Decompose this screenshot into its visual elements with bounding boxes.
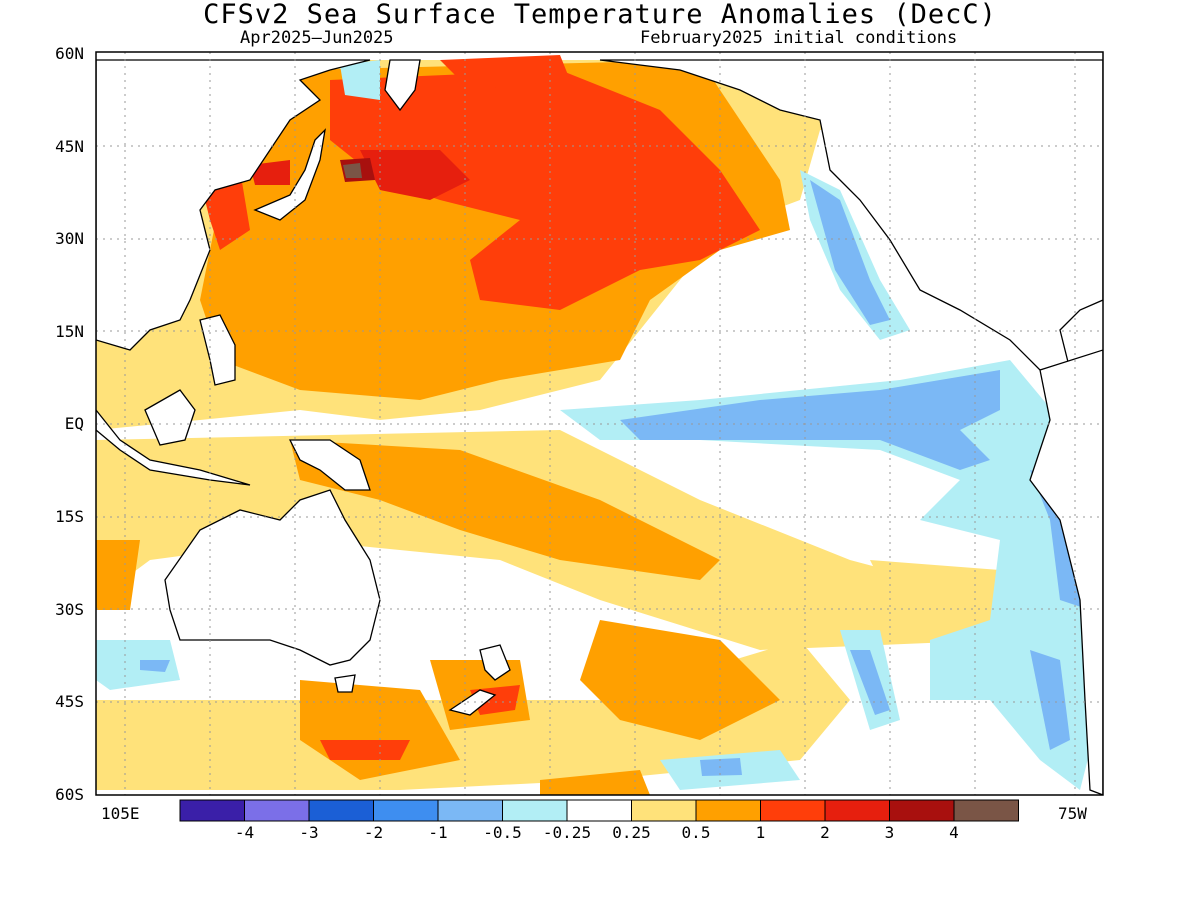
colorbar-swatch <box>631 799 697 822</box>
lat-label: 15N <box>55 322 84 341</box>
kamchatka <box>384 59 421 112</box>
colorbar-swatch <box>566 799 632 822</box>
south-america <box>1029 349 1103 795</box>
lat-label: 30N <box>55 229 84 248</box>
australia <box>164 489 381 666</box>
map-title: CFSv2 Sea Surface Temperature Anomalies … <box>203 0 997 30</box>
colorbar-tick-label: -3 <box>299 823 319 842</box>
colorbar <box>179 799 1019 822</box>
colorbar-tick-label: -0.25 <box>542 823 592 842</box>
colorbar-swatch <box>695 799 761 822</box>
colorbar-swatch <box>502 799 568 822</box>
colorbar-swatch <box>179 799 245 822</box>
lat-label: 60S <box>55 785 84 804</box>
sumatra-java <box>96 408 251 486</box>
colorbar-tick-label: 2 <box>820 823 830 842</box>
tasmania <box>334 674 356 693</box>
colorbar-swatch <box>824 799 890 822</box>
lon-label-right: 75W <box>1058 804 1087 823</box>
colorbar-tick-label: -2 <box>363 823 384 842</box>
lat-label: 45N <box>55 137 84 156</box>
lat-label: 60N <box>55 44 84 63</box>
map-frame <box>95 51 1104 796</box>
new-zealand-south <box>448 689 497 716</box>
colorbar-swatch <box>953 799 1019 822</box>
colorbar-tick-label: 0.25 <box>612 823 651 842</box>
colorbar-swatch <box>889 799 955 822</box>
forecast-period: Apr2025–Jun2025 <box>240 28 394 48</box>
colorbar-swatch <box>244 799 310 822</box>
gridlines <box>96 52 1103 795</box>
asia-mainland <box>96 59 371 351</box>
coastlines <box>96 59 1103 795</box>
colorbar-tick-label: 1 <box>755 823 766 842</box>
new-zealand-north <box>479 644 511 681</box>
colorbar-swatch <box>437 799 503 822</box>
lon-label-left: 105E <box>101 804 140 823</box>
colorbar-tick-label: 4 <box>949 823 959 842</box>
colorbar-tick-label: -4 <box>234 823 255 842</box>
colorbar-tick-label: -1 <box>428 823 448 842</box>
colorbar-tick-label: 0.5 <box>681 823 711 842</box>
initial-conditions: February2025 initial conditions <box>640 28 958 48</box>
lat-label: 45S <box>55 692 84 711</box>
new-guinea <box>288 439 371 491</box>
colorbar-swatch <box>760 799 826 822</box>
colorbar-tick-label: -0.5 <box>483 823 522 842</box>
north-america <box>599 59 1103 371</box>
colorbar-swatch <box>308 799 374 822</box>
colorbar-tick-label: 3 <box>884 823 895 842</box>
lat-label: 30S <box>55 600 84 619</box>
colorbar-swatch <box>373 799 439 822</box>
lat-label: EQ <box>64 414 84 433</box>
lat-label: 15S <box>55 507 84 526</box>
borneo <box>144 389 196 446</box>
